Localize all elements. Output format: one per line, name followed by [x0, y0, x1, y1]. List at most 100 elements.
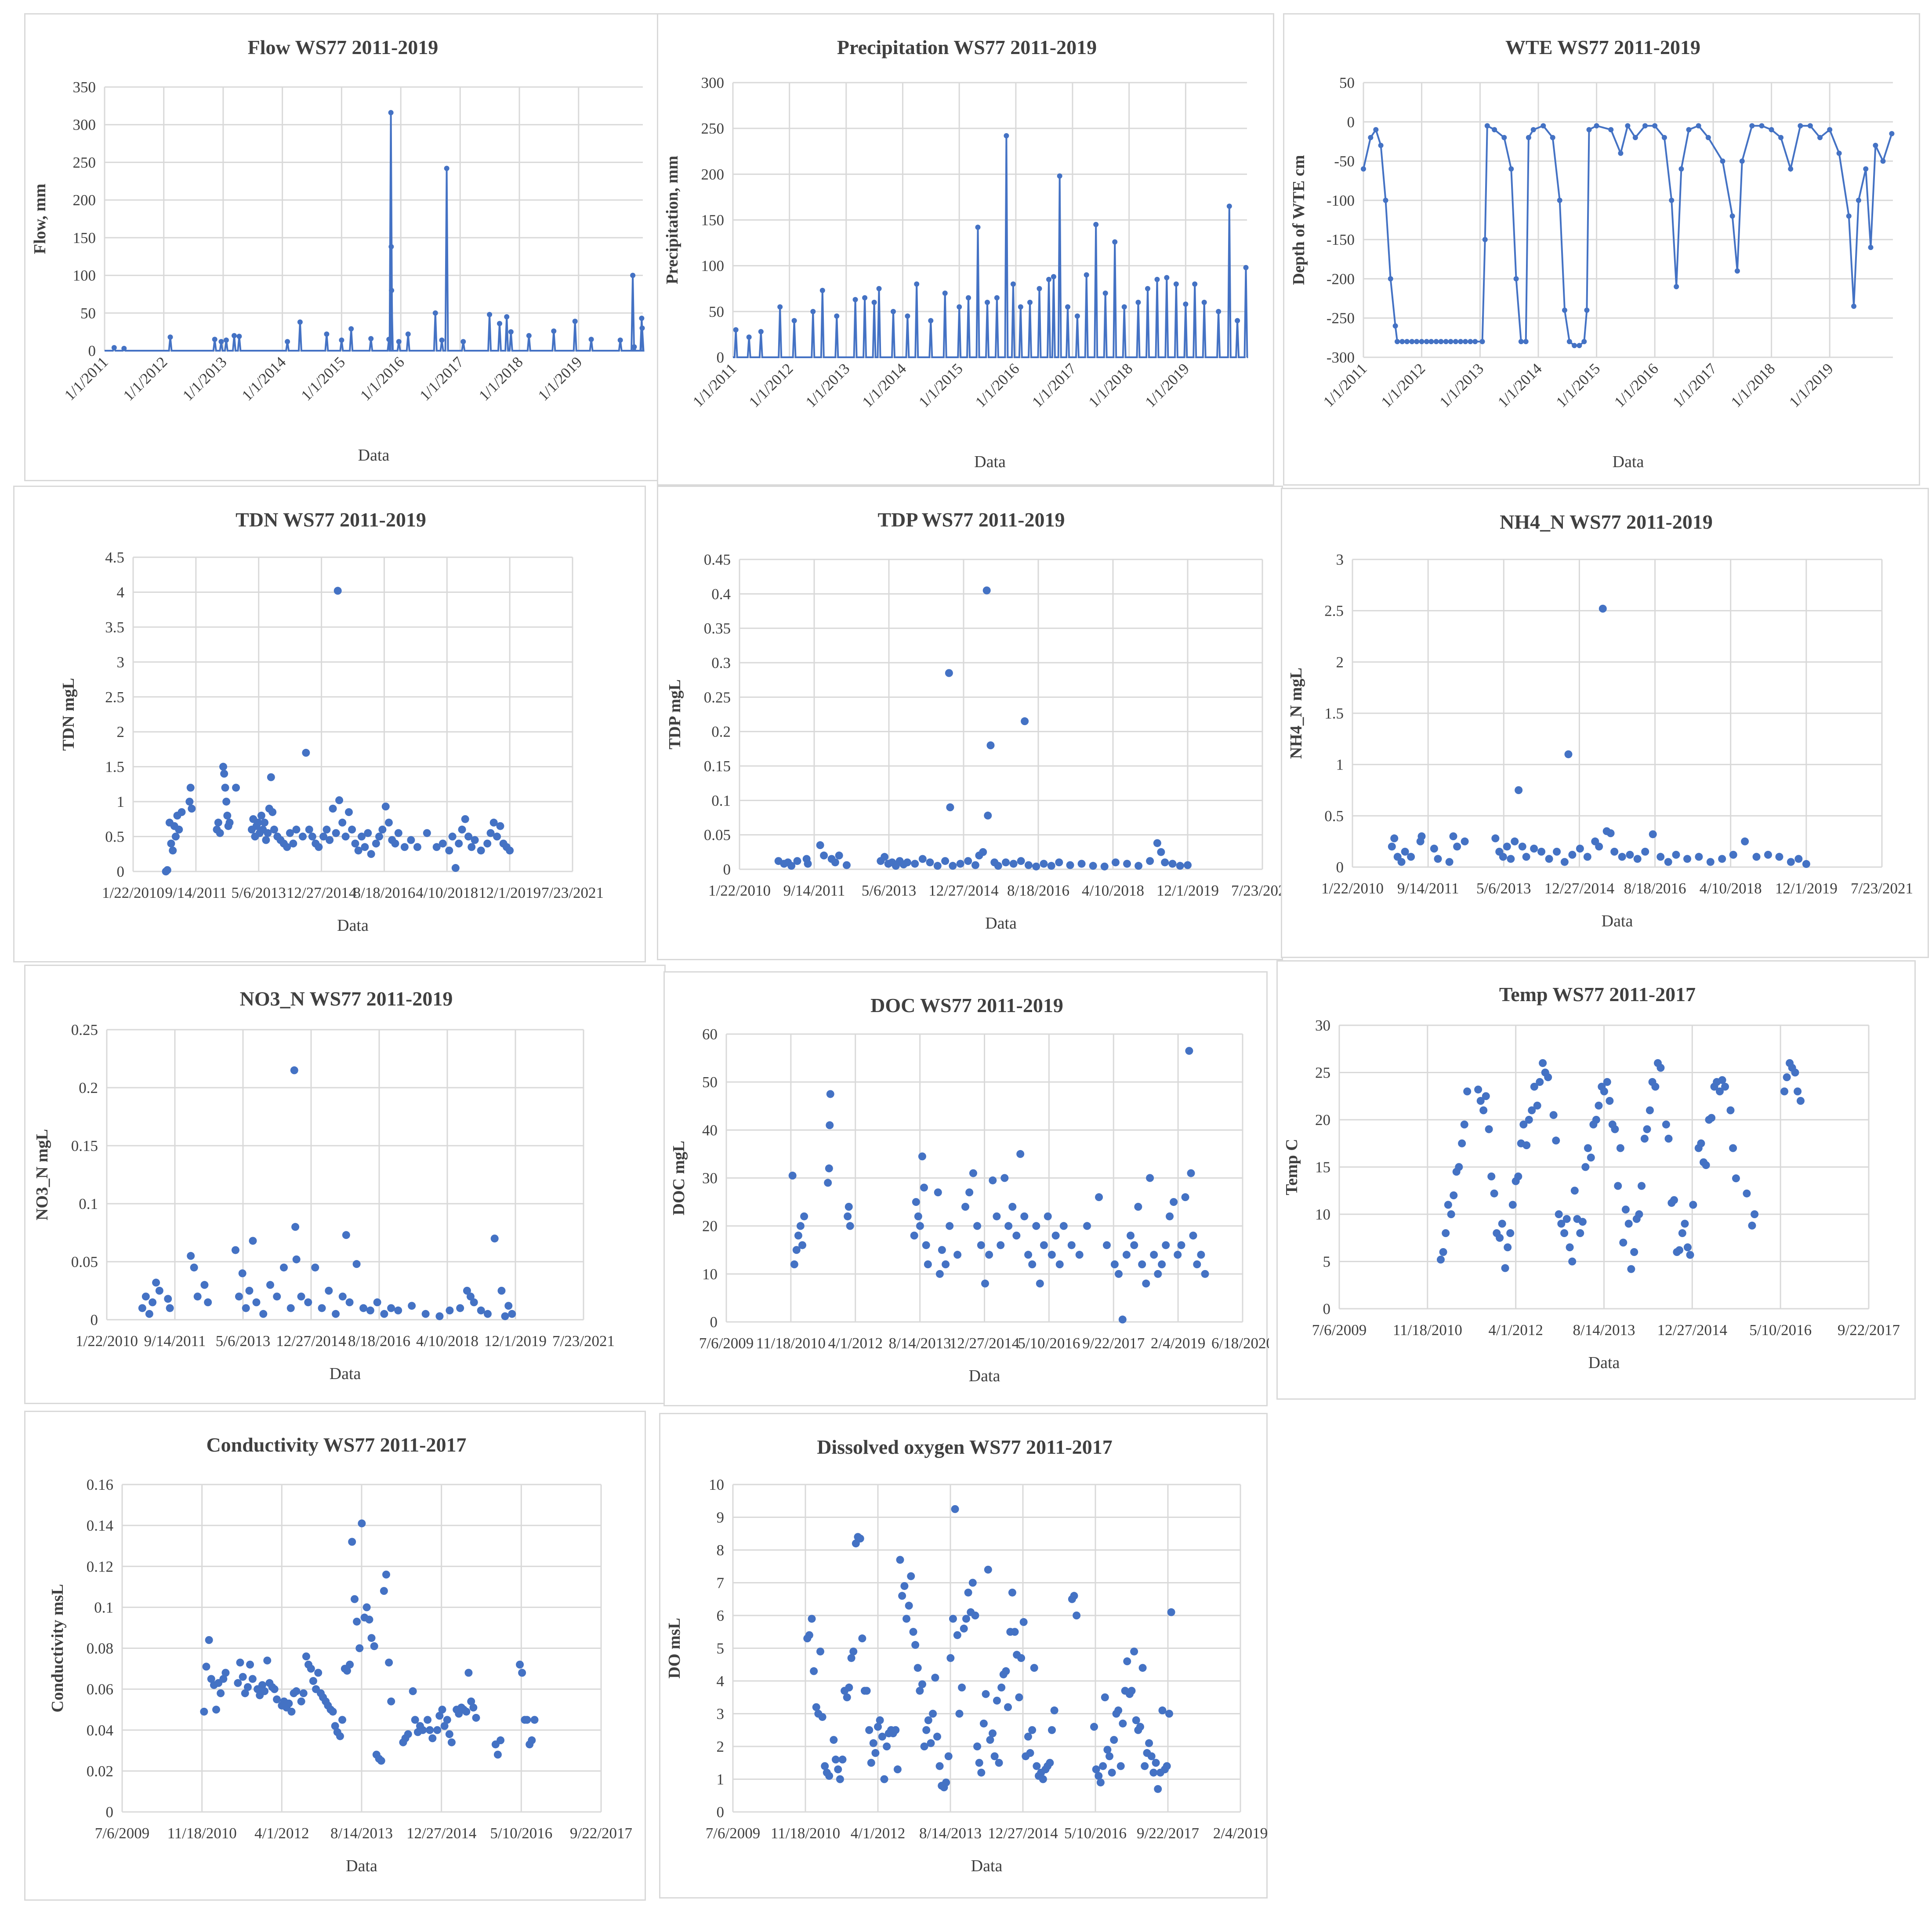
data-point: [1783, 1073, 1791, 1082]
x-tick-label: 7/23/2021: [1851, 880, 1913, 897]
data-point: [1174, 1251, 1182, 1259]
data-point: [1566, 339, 1572, 345]
data-point: [929, 1710, 937, 1718]
y-tick-label: -300: [1327, 349, 1355, 366]
data-point: [1164, 275, 1170, 280]
data-point: [193, 1292, 202, 1301]
data-point: [445, 1730, 453, 1739]
data-point: [286, 1304, 295, 1312]
data-point: [1051, 1231, 1060, 1240]
x-tick-label: 1/1/2011: [689, 360, 740, 410]
data-point: [1638, 1182, 1646, 1190]
data-point: [945, 669, 953, 677]
data-point: [934, 1188, 942, 1197]
data-point: [1484, 123, 1490, 129]
x-tick-label: 11/18/2010: [756, 1335, 826, 1352]
data-point: [1674, 284, 1679, 290]
x-tick-label: 9/14/2011: [1397, 880, 1459, 897]
x-tick-label: 5/10/2016: [1064, 1825, 1127, 1842]
y-axis-label: Depth of WTE cm: [1290, 155, 1308, 285]
doc-chart-panel: DOC WS77 2011-2019 0 10 20 30 40 50 60 7/6/2009 1…: [663, 971, 1269, 1406]
y-axis-label: NO3_N mgL: [33, 1129, 51, 1220]
data-point: [1046, 1759, 1054, 1767]
data-point: [1788, 166, 1794, 172]
series-line: [733, 135, 1248, 358]
data-point: [1019, 1618, 1028, 1626]
data-point: [924, 1716, 932, 1724]
data-point: [467, 1697, 475, 1706]
data-point: [1183, 301, 1189, 307]
data-point: [1749, 123, 1755, 129]
data-point: [903, 858, 911, 867]
data-point: [460, 339, 466, 345]
data-point: [852, 297, 858, 302]
data-point: [965, 295, 971, 301]
data-point: [501, 1312, 509, 1321]
data-point: [462, 1707, 471, 1716]
data-point: [464, 832, 473, 841]
data-point: [1476, 1097, 1485, 1105]
y-tick-label: 350: [73, 79, 96, 96]
data-point: [816, 1647, 824, 1655]
data-point: [890, 309, 896, 314]
data-point: [504, 314, 510, 319]
data-point: [1037, 286, 1042, 291]
data-point: [1399, 339, 1405, 345]
data-point: [171, 832, 180, 841]
data-point: [1501, 135, 1507, 140]
data-point: [231, 1246, 239, 1254]
data-point: [981, 1279, 989, 1288]
data-point: [351, 839, 359, 848]
data-point: [190, 1263, 198, 1272]
data-point: [329, 805, 337, 813]
data-point: [335, 796, 344, 804]
x-tick-label: 12/1/2019: [1156, 882, 1219, 899]
data-point: [994, 295, 1000, 301]
data-point: [1880, 158, 1886, 164]
data-point: [167, 839, 175, 848]
data-point: [239, 1673, 247, 1681]
data-point: [1404, 339, 1410, 345]
y-tick-label: 0.2: [711, 723, 731, 741]
data-point: [1146, 857, 1154, 865]
data-point: [1508, 1201, 1517, 1209]
data-point: [263, 1656, 272, 1665]
data-point: [800, 1212, 808, 1220]
data-point: [1499, 853, 1507, 861]
data-point: [446, 1306, 454, 1314]
data-point: [289, 839, 297, 848]
data-point: [1024, 1732, 1032, 1741]
data-point: [221, 1669, 230, 1677]
x-tick-label: 5/10/2016: [490, 1825, 552, 1842]
data-point: [1089, 862, 1097, 870]
data-point: [962, 1615, 970, 1623]
x-tick-label: 7/6/2009: [706, 1825, 760, 1842]
data-point: [1002, 858, 1010, 867]
x-tick-label: 9/22/2017: [1137, 1825, 1199, 1842]
do-chart-svg: Dissolved oxygen WS77 2011-2017 0 1 2 3 4 5 6 7 8…: [665, 1436, 1268, 1875]
data-point: [358, 1519, 366, 1528]
data-point: [332, 829, 340, 837]
data-point: [1718, 855, 1726, 863]
data-point: [245, 1287, 254, 1295]
x-tick-label: 1/1/2019: [1786, 360, 1837, 411]
data-point: [922, 1726, 931, 1734]
data-point: [426, 1726, 434, 1734]
data-point: [942, 1778, 950, 1786]
data-point: [1002, 1667, 1010, 1675]
y-tick-label: 1: [117, 793, 125, 810]
data-point: [997, 1683, 1006, 1692]
data-point: [1576, 845, 1584, 853]
data-point: [1390, 834, 1399, 842]
data-point: [339, 338, 344, 343]
x-tick-label: 4/1/2012: [254, 1825, 309, 1842]
data-point: [1040, 1241, 1048, 1249]
chart-title: NO3_N WS77 2011-2019: [240, 987, 453, 1010]
x-axis-label: Data: [971, 1857, 1003, 1875]
data-point: [639, 316, 645, 321]
data-point: [1539, 1059, 1547, 1067]
data-point: [1453, 339, 1458, 345]
data-point: [965, 1188, 974, 1197]
x-tick-label: 1/1/2016: [972, 360, 1023, 411]
data-point: [733, 327, 739, 333]
